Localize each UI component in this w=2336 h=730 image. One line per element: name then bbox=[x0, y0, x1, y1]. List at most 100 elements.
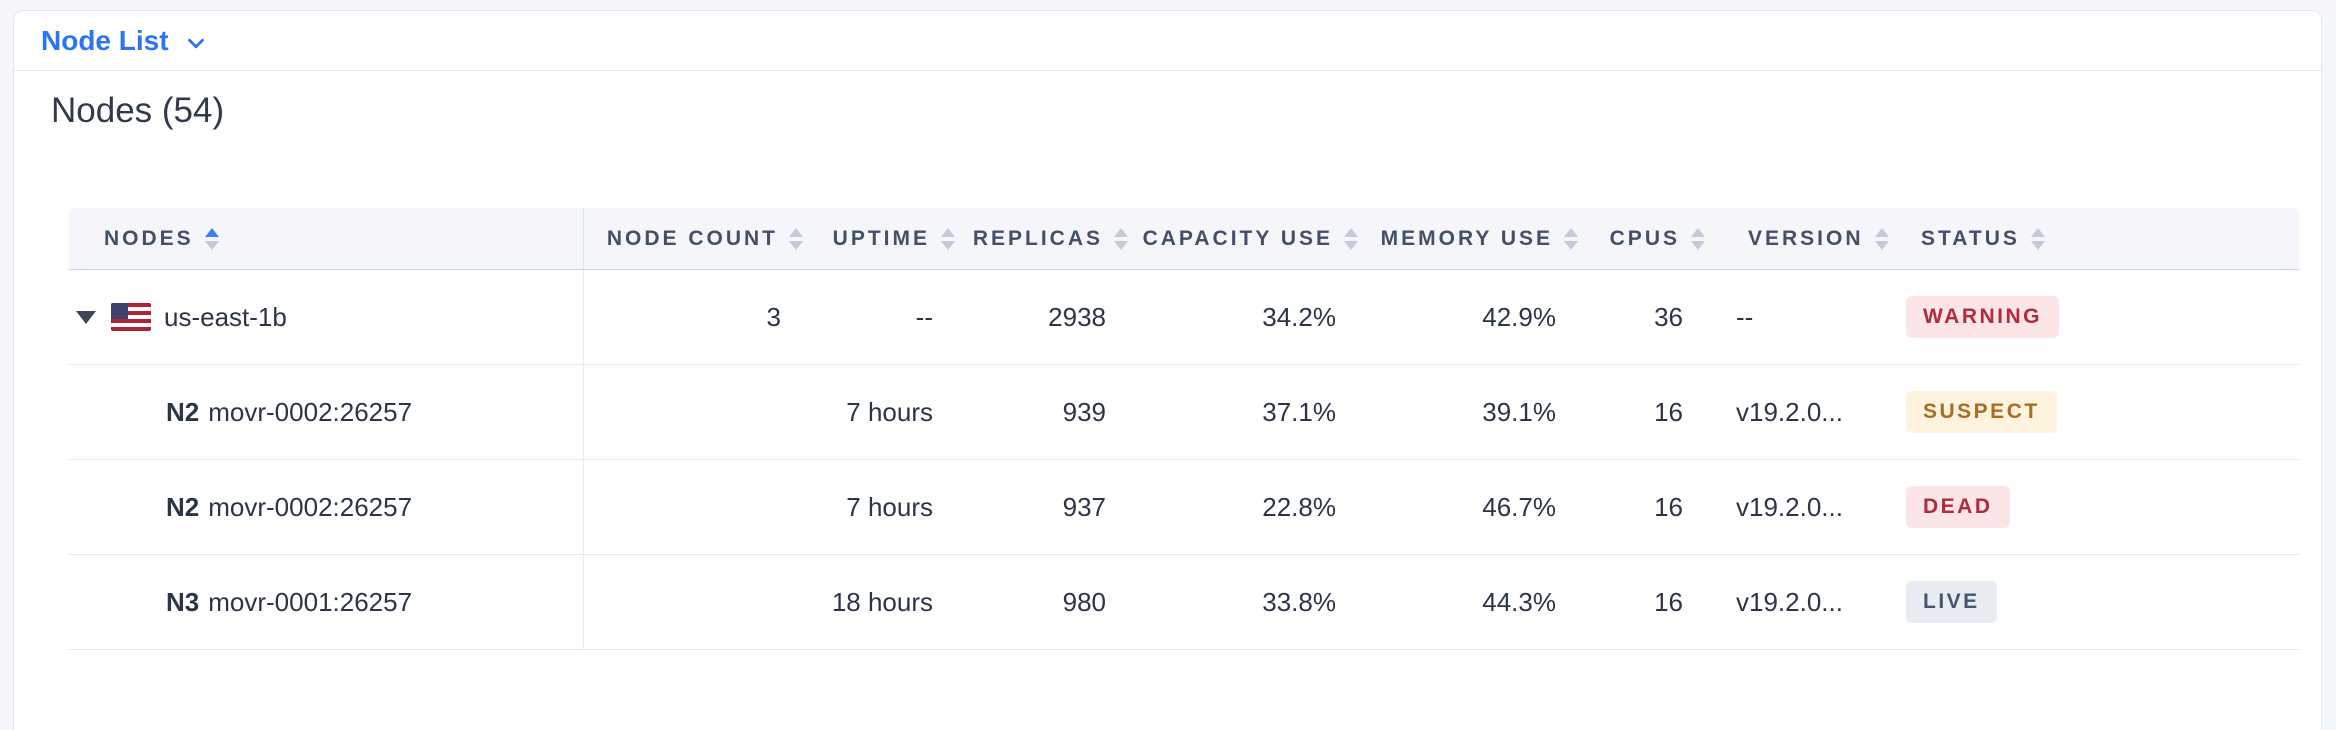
version-value: v19.2.0... bbox=[1736, 586, 1843, 617]
status-cell: DEAD bbox=[1886, 486, 2299, 528]
table-header-row: NODES NODE COUNT UPTIME REPLICAS CAPACITY US… bbox=[69, 208, 2299, 270]
sort-desc-arrow-icon bbox=[204, 240, 219, 250]
status-cell: WARNING bbox=[1886, 296, 2299, 338]
column-header-label: MEMORY USE bbox=[1380, 226, 1553, 250]
version-value: v19.2.0... bbox=[1736, 491, 1843, 522]
status-badge: WARNING bbox=[1906, 296, 2059, 338]
column-header-label: UPTIME bbox=[832, 226, 930, 250]
status-badge: LIVE bbox=[1906, 581, 1997, 623]
status-badge: SUSPECT bbox=[1906, 391, 2057, 433]
memory-use-value: 46.7% bbox=[1482, 491, 1556, 522]
column-header-label: VERSION bbox=[1748, 226, 1864, 250]
column-header-capacity-use[interactable]: CAPACITY USE bbox=[1136, 208, 1366, 269]
sort-desc-arrow-icon bbox=[1691, 240, 1705, 250]
memory-use-value: 44.3% bbox=[1482, 586, 1556, 617]
sort-icon bbox=[204, 227, 219, 250]
sort-asc-arrow-icon bbox=[1114, 227, 1128, 237]
replicas-value: 939 bbox=[1062, 396, 1106, 427]
sort-desc-arrow-icon bbox=[1874, 240, 1889, 250]
sort-icon bbox=[941, 227, 955, 250]
column-header-label: NODE COUNT bbox=[606, 226, 778, 250]
node-id: N2 bbox=[166, 396, 200, 427]
status-cell: LIVE bbox=[1886, 581, 2299, 623]
column-header-label: STATUS bbox=[1921, 226, 2020, 250]
table-row: us-east-1b 3 -- 2938 34.2% 42.9% 36 -- WARNING bbox=[69, 270, 2299, 365]
sort-asc-arrow-icon bbox=[1564, 227, 1578, 237]
caret-down-icon[interactable] bbox=[76, 310, 96, 324]
column-header-node-count[interactable]: NODE COUNT bbox=[584, 208, 811, 269]
capacity-use-value: 34.2% bbox=[1262, 301, 1336, 332]
cpus-value: 36 bbox=[1654, 301, 1683, 332]
nodes-table: NODES NODE COUNT UPTIME REPLICAS CAPACITY US… bbox=[69, 208, 2299, 650]
column-header-version[interactable]: VERSION bbox=[1713, 208, 1889, 269]
column-header-label: CAPACITY USE bbox=[1142, 226, 1333, 250]
status-badge: DEAD bbox=[1906, 486, 2010, 528]
status-cell: SUSPECT bbox=[1886, 391, 2299, 433]
node-address: movr-0001:26257 bbox=[208, 586, 413, 617]
version-value: -- bbox=[1736, 301, 1754, 332]
capacity-use-value: 37.1% bbox=[1262, 396, 1336, 427]
sort-icon bbox=[1874, 227, 1889, 250]
column-header-memory-use[interactable]: MEMORY USE bbox=[1366, 208, 1586, 269]
version-value: v19.2.0... bbox=[1736, 396, 1843, 427]
sort-desc-arrow-icon bbox=[789, 240, 803, 250]
node-name-cell[interactable]: N3 movr-0001:26257 bbox=[69, 555, 584, 649]
node-name-cell[interactable]: N2 movr-0002:26257 bbox=[69, 365, 584, 459]
node-count-value: 3 bbox=[766, 301, 781, 332]
sort-desc-arrow-icon bbox=[2030, 240, 2045, 250]
region-name: us-east-1b bbox=[164, 301, 287, 332]
sort-icon bbox=[2030, 227, 2045, 250]
sort-asc-arrow-icon bbox=[2030, 227, 2045, 237]
replicas-value: 2938 bbox=[1048, 301, 1106, 332]
memory-use-value: 42.9% bbox=[1482, 301, 1556, 332]
column-header-nodes[interactable]: NODES bbox=[69, 208, 584, 269]
sort-asc-arrow-icon bbox=[204, 227, 219, 237]
cpus-value: 16 bbox=[1654, 586, 1683, 617]
node-id: N3 bbox=[166, 586, 200, 617]
column-header-label: CPUS bbox=[1609, 226, 1680, 250]
uptime-value: 7 hours bbox=[846, 491, 933, 522]
node-address: movr-0002:26257 bbox=[208, 491, 413, 522]
sort-icon bbox=[1114, 227, 1128, 250]
sort-asc-arrow-icon bbox=[1691, 227, 1705, 237]
capacity-use-value: 22.8% bbox=[1262, 491, 1336, 522]
us-flag-icon bbox=[111, 303, 151, 331]
cpus-value: 16 bbox=[1654, 396, 1683, 427]
column-header-cpus[interactable]: CPUS bbox=[1586, 208, 1713, 269]
uptime-value: -- bbox=[915, 301, 933, 332]
node-list-card: Node List Nodes (54) NODES NODE COUNT UPTI… bbox=[13, 10, 2322, 730]
column-header-replicas[interactable]: REPLICAS bbox=[963, 208, 1136, 269]
view-dropdown[interactable]: Node List bbox=[41, 25, 209, 57]
table-row: N2 movr-0002:26257 7 hours 939 37.1% 39.1% 16 v… bbox=[69, 365, 2299, 460]
column-header-status[interactable]: STATUS bbox=[1886, 208, 2299, 269]
uptime-value: 18 hours bbox=[831, 586, 933, 617]
page-title: Nodes (54) bbox=[51, 91, 225, 130]
replicas-value: 937 bbox=[1062, 491, 1106, 522]
capacity-use-value: 33.8% bbox=[1262, 586, 1336, 617]
column-header-uptime[interactable]: UPTIME bbox=[811, 208, 963, 269]
region-cell[interactable]: us-east-1b bbox=[69, 270, 584, 364]
uptime-value: 7 hours bbox=[846, 396, 933, 427]
replicas-value: 980 bbox=[1062, 586, 1106, 617]
sort-icon bbox=[1691, 227, 1705, 250]
node-id: N2 bbox=[166, 491, 200, 522]
table-row: N2 movr-0002:26257 7 hours 937 22.8% 46.7% 16 v… bbox=[69, 460, 2299, 555]
sort-desc-arrow-icon bbox=[941, 240, 955, 250]
sort-asc-arrow-icon bbox=[941, 227, 955, 237]
sort-icon bbox=[1344, 227, 1358, 250]
memory-use-value: 39.1% bbox=[1482, 396, 1556, 427]
sort-asc-arrow-icon bbox=[1344, 227, 1358, 237]
sort-asc-arrow-icon bbox=[789, 227, 803, 237]
sort-asc-arrow-icon bbox=[1874, 227, 1889, 237]
table-row: N3 movr-0001:26257 18 hours 980 33.8% 44.3% 16… bbox=[69, 555, 2299, 650]
node-address: movr-0002:26257 bbox=[208, 396, 413, 427]
view-dropdown-label: Node List bbox=[41, 24, 169, 56]
sort-icon bbox=[789, 227, 803, 250]
flag-canton bbox=[111, 303, 128, 319]
sort-desc-arrow-icon bbox=[1564, 240, 1578, 250]
table-body: us-east-1b 3 -- 2938 34.2% 42.9% 36 -- WARNING N2… bbox=[69, 270, 2299, 650]
node-name-cell[interactable]: N2 movr-0002:26257 bbox=[69, 460, 584, 554]
column-header-label: REPLICAS bbox=[972, 226, 1103, 250]
view-switcher-bar: Node List bbox=[14, 11, 2321, 71]
sort-desc-arrow-icon bbox=[1344, 240, 1358, 250]
